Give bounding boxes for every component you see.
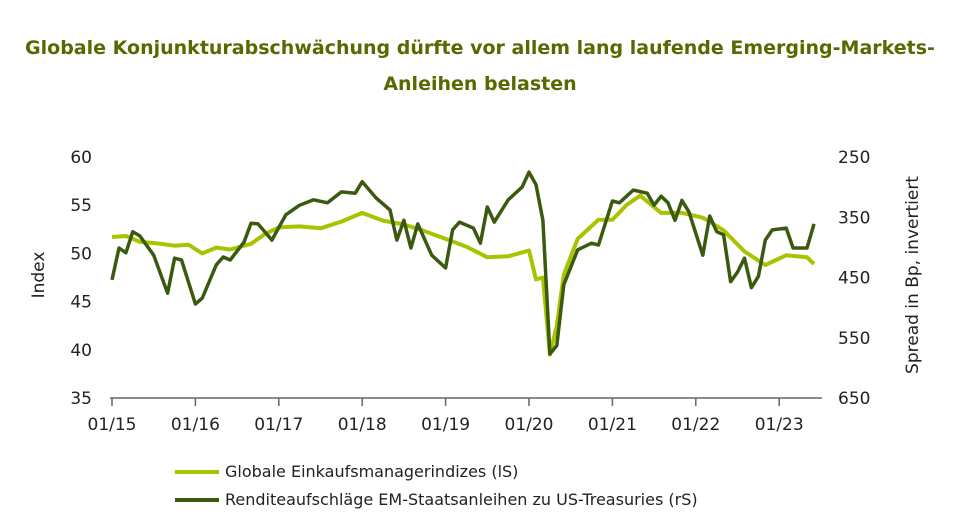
series-line-pmi [111,193,816,357]
legend-item-pmi: Globale Einkaufsmanagerindizes (lS) [175,462,518,481]
series-lines [110,170,816,357]
x-tick-label: 01/20 [505,415,554,435]
x-tick-label: 01/15 [88,415,137,435]
y-tick-label: 55 [70,196,92,216]
x-tick-label: 01/16 [171,415,220,435]
chart-title: Globale Konjunkturabschwächung dürfte vo… [25,37,935,95]
x-tick-label: 01/21 [588,415,637,435]
y2-tick-label: 550 [838,329,870,349]
y-tick-label: 45 [70,293,92,313]
legend-item-spread: Renditeaufschläge EM-Staatsanleihen zu U… [175,490,698,509]
y-tick-label: 60 [70,148,92,168]
y2-tick-label: 450 [838,269,870,289]
x-tick-label: 01/18 [338,415,387,435]
y-axis-label: Index [29,252,49,299]
x-tick-label: 01/23 [755,415,804,435]
legend-label-spread: Renditeaufschläge EM-Staatsanleihen zu U… [225,490,698,509]
x-tick-label: 01/22 [671,415,720,435]
legend-label-pmi: Globale Einkaufsmanagerindizes (lS) [225,462,519,481]
y2-tick-label: 650 [838,389,870,409]
x-tick-label: 01/17 [254,415,303,435]
right-axis-ticks: 250 350 450 550 650 [838,148,870,409]
y-tick-label: 35 [70,389,92,409]
y2-tick-label: 250 [838,148,870,168]
y2-axis-label: Spread in Bp, invertiert [903,176,923,374]
x-tick-label: 01/19 [421,415,470,435]
y2-tick-label: 350 [838,208,870,228]
legend-swatch-pmi [175,469,219,474]
series-line-spread [110,170,816,356]
y-tick-label: 40 [70,341,92,361]
legend-swatch-spread [175,497,219,502]
left-axis-ticks: 35 40 45 50 55 60 [70,148,92,409]
y-tick-label: 50 [70,244,92,264]
x-axis-ticks: 01/15 01/16 01/17 01/18 01/19 01/20 01/21 01/22… [88,398,804,435]
